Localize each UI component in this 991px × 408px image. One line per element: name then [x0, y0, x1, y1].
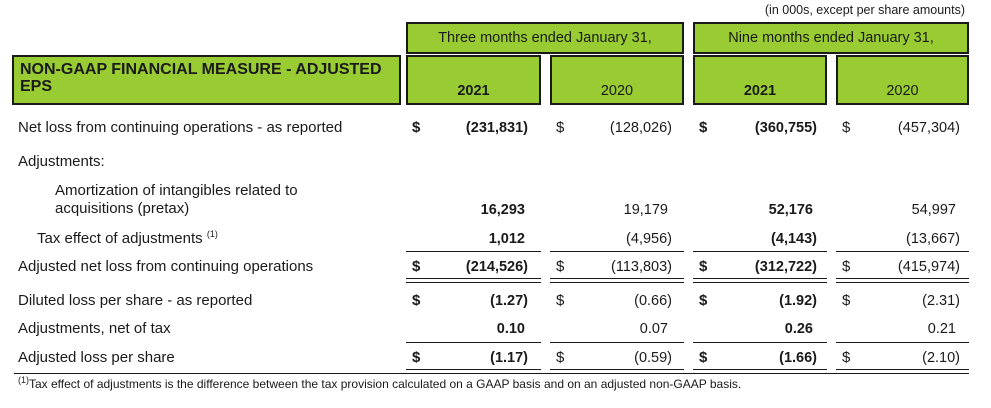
sum-rule — [550, 342, 684, 343]
currency-symbol: $ — [842, 119, 851, 136]
table-title: NON-GAAP FINANCIAL MEASURE - ADJUSTED EP… — [12, 55, 401, 105]
currency-symbol: $ — [699, 119, 708, 136]
amortization-n2021: 52,176 — [768, 202, 813, 218]
year-header-n2020: 2020 — [836, 55, 969, 105]
amortization-n2020: 54,997 — [911, 202, 956, 218]
diluted-loss-q2021: (1.27) — [490, 293, 528, 309]
row-label-amortization-line1: Amortization of intangibles related to — [55, 182, 298, 199]
currency-symbol: $ — [412, 119, 421, 136]
row-label-net-loss: Net loss from continuing operations - as… — [18, 119, 343, 136]
net-loss-q2021: (231,831) — [465, 120, 528, 136]
row-label-diluted-loss: Diluted loss per share - as reported — [18, 292, 253, 309]
tax-effect-label: Tax effect of adjustments — [37, 230, 203, 247]
footnote-marker: (1) — [18, 375, 29, 385]
adjusted-loss-n2020: (2.10) — [922, 350, 960, 366]
adjusted-loss-q2020: (0.59) — [634, 350, 672, 366]
currency-symbol: $ — [556, 349, 565, 366]
currency-symbol: $ — [556, 119, 565, 136]
year-header-q2020: 2020 — [550, 55, 684, 105]
sum-rule — [836, 342, 969, 343]
total-double-rule — [836, 278, 969, 283]
adjusted-loss-n2021: (1.66) — [779, 350, 817, 366]
row-label-amortization-line2: acquisitions (pretax) — [55, 200, 190, 217]
footnote: (1)Tax effect of adjustments is the diff… — [18, 375, 741, 391]
three-months-header: Three months ended January 31, — [406, 22, 684, 54]
adjusted-loss-q2021: (1.17) — [490, 350, 528, 366]
row-label-tax-effect: Tax effect of adjustments (1) — [37, 229, 218, 247]
currency-symbol: $ — [412, 349, 421, 366]
amortization-q2020: 19,179 — [623, 202, 668, 218]
adjusted-net-loss-q2021: (214,526) — [465, 259, 528, 275]
footnote-text: Tax effect of adjustments is the differe… — [29, 377, 742, 391]
row-label-adjusted-net-loss: Adjusted net loss from continuing operat… — [18, 258, 314, 275]
diluted-loss-n2021: (1.92) — [779, 293, 817, 309]
currency-symbol: $ — [699, 349, 708, 366]
amortization-q2021: 16,293 — [480, 202, 525, 218]
footnote-separator — [14, 373, 969, 374]
sum-rule — [693, 251, 827, 252]
adjustments-heading: Adjustments: — [18, 153, 105, 170]
tax-effect-q2020: (4,956) — [626, 231, 672, 247]
currency-symbol: $ — [412, 258, 421, 275]
currency-symbol: $ — [842, 349, 851, 366]
nine-months-header: Nine months ended January 31, — [693, 22, 969, 54]
adjusted-net-loss-n2021: (312,722) — [754, 259, 817, 275]
currency-symbol: $ — [842, 258, 851, 275]
total-double-rule — [550, 278, 684, 283]
currency-symbol: $ — [556, 292, 565, 309]
adjustments-net-n2020: 0.21 — [927, 321, 956, 337]
units-note: (in 000s, except per share amounts) — [764, 3, 965, 17]
sum-rule — [693, 342, 827, 343]
adjusted-net-loss-n2020: (415,974) — [897, 259, 960, 275]
net-loss-q2020: (128,026) — [609, 120, 672, 136]
adjustments-net-n2021: 0.26 — [784, 321, 813, 337]
sum-rule — [836, 251, 969, 252]
total-double-rule — [693, 278, 827, 283]
diluted-loss-q2020: (0.66) — [634, 293, 672, 309]
year-header-n2021: 2021 — [693, 55, 827, 105]
adjustments-net-q2021: 0.10 — [496, 321, 525, 337]
sum-rule — [406, 251, 541, 252]
currency-symbol: $ — [699, 292, 708, 309]
tax-effect-q2021: 1,012 — [488, 231, 525, 247]
row-label-adjusted-loss: Adjusted loss per share — [18, 349, 175, 366]
net-loss-n2021: (360,755) — [754, 120, 817, 136]
adjustments-net-q2020: 0.07 — [639, 321, 668, 337]
total-double-rule — [406, 278, 541, 283]
net-loss-n2020: (457,304) — [897, 120, 960, 136]
currency-symbol: $ — [412, 292, 421, 309]
footnote-marker: (1) — [206, 229, 218, 239]
currency-symbol: $ — [842, 292, 851, 309]
currency-symbol: $ — [556, 258, 565, 275]
sum-rule — [550, 251, 684, 252]
adjusted-net-loss-q2020: (113,803) — [611, 259, 672, 275]
currency-symbol: $ — [699, 258, 708, 275]
row-label-adjustments-net: Adjustments, net of tax — [18, 320, 171, 337]
sum-rule — [406, 342, 541, 343]
diluted-loss-n2020: (2.31) — [922, 293, 960, 309]
tax-effect-n2020: (13,667) — [905, 231, 960, 247]
year-header-q2021: 2021 — [406, 55, 541, 105]
tax-effect-n2021: (4,143) — [771, 231, 817, 247]
